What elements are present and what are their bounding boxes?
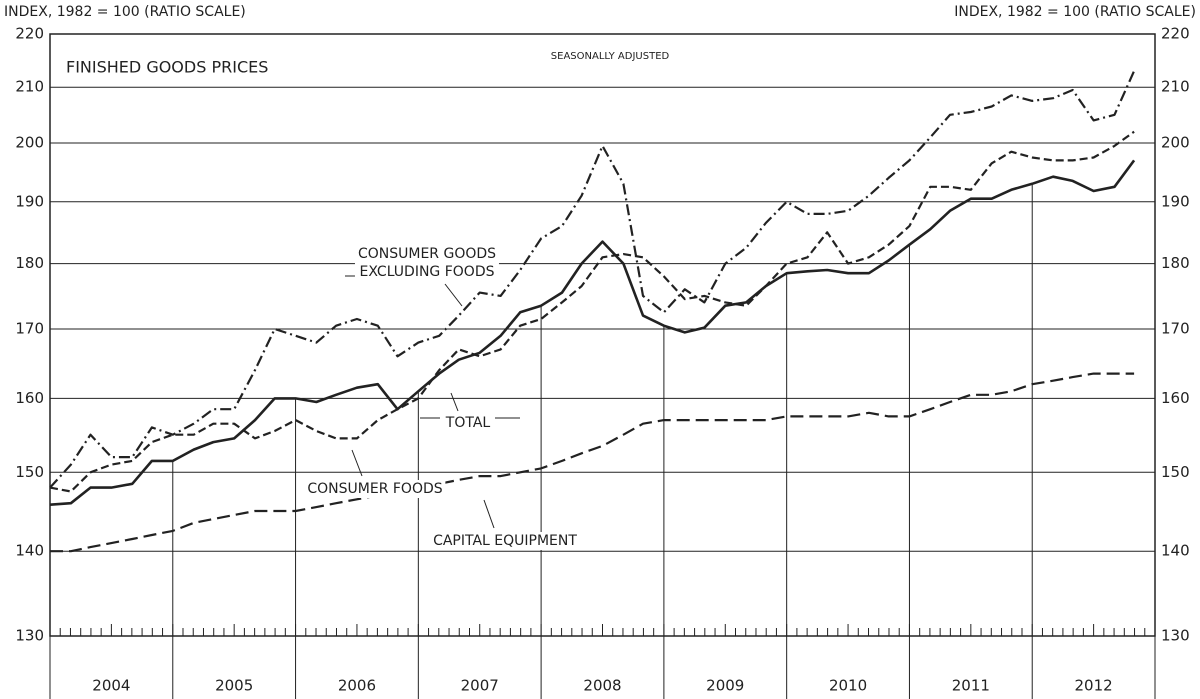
- y-tick-label: 160: [15, 389, 44, 407]
- x-tick-label: 2011: [952, 677, 990, 695]
- series-label: CAPITAL EQUIPMENT: [430, 532, 580, 550]
- chart-title: FINISHED GOODS PRICES: [66, 58, 268, 77]
- series-line: [49, 70, 1136, 489]
- x-tick-label: 2007: [461, 677, 499, 695]
- x-tick-label: 2004: [92, 677, 130, 695]
- y2-tick-label: 150: [1161, 463, 1190, 481]
- x-tick-label: 2008: [583, 677, 621, 695]
- y-tick-label: 170: [15, 320, 44, 338]
- leader-line: [444, 283, 463, 307]
- plot-frame: [49, 33, 1156, 637]
- y-tick-label: 130: [15, 627, 44, 645]
- y2-tick-label: 190: [1161, 192, 1190, 210]
- y-tick-label: 220: [15, 25, 44, 43]
- chart-subtitle: SEASONALLY ADJUSTED: [551, 51, 670, 62]
- series-line: [49, 159, 1136, 506]
- y2-tick-label: 160: [1161, 389, 1190, 407]
- x-tick-label: 2009: [706, 677, 744, 695]
- leader-line: [351, 449, 363, 477]
- y2-tick-label: 130: [1161, 627, 1190, 645]
- x-tick-label: 2005: [215, 677, 253, 695]
- x-tick-label: 2012: [1075, 677, 1113, 695]
- y2-tick-label: 180: [1161, 254, 1190, 272]
- y-tick-label: 140: [15, 542, 44, 560]
- series-label: TOTAL: [442, 414, 494, 432]
- y2-tick-label: 200: [1161, 134, 1190, 152]
- x-tick-label: 2010: [829, 677, 867, 695]
- y-axis-label: INDEX, 1982 = 100 (RATIO SCALE): [4, 4, 246, 20]
- y-tick-label: 180: [15, 254, 44, 272]
- y-tick-label: 190: [15, 192, 44, 210]
- y2-tick-label: 220: [1161, 25, 1190, 43]
- leader-line: [483, 499, 495, 529]
- y2-tick-label: 140: [1161, 542, 1190, 560]
- y2-tick-label: 210: [1161, 78, 1190, 96]
- y-tick-label: 200: [15, 134, 44, 152]
- series-line: [49, 130, 1135, 493]
- series-label: CONSUMER GOODS EXCLUDING FOODS: [354, 245, 500, 281]
- y-tick-label: 150: [15, 463, 44, 481]
- x-tick-label: 2006: [338, 677, 376, 695]
- y2-tick-label: 170: [1161, 320, 1190, 338]
- y2-axis-label: INDEX, 1982 = 100 (RATIO SCALE): [954, 4, 1196, 20]
- leader-line: [450, 392, 459, 412]
- series-label: CONSUMER FOODS: [304, 480, 446, 498]
- y-tick-label: 210: [15, 78, 44, 96]
- series-line: [50, 372, 1135, 553]
